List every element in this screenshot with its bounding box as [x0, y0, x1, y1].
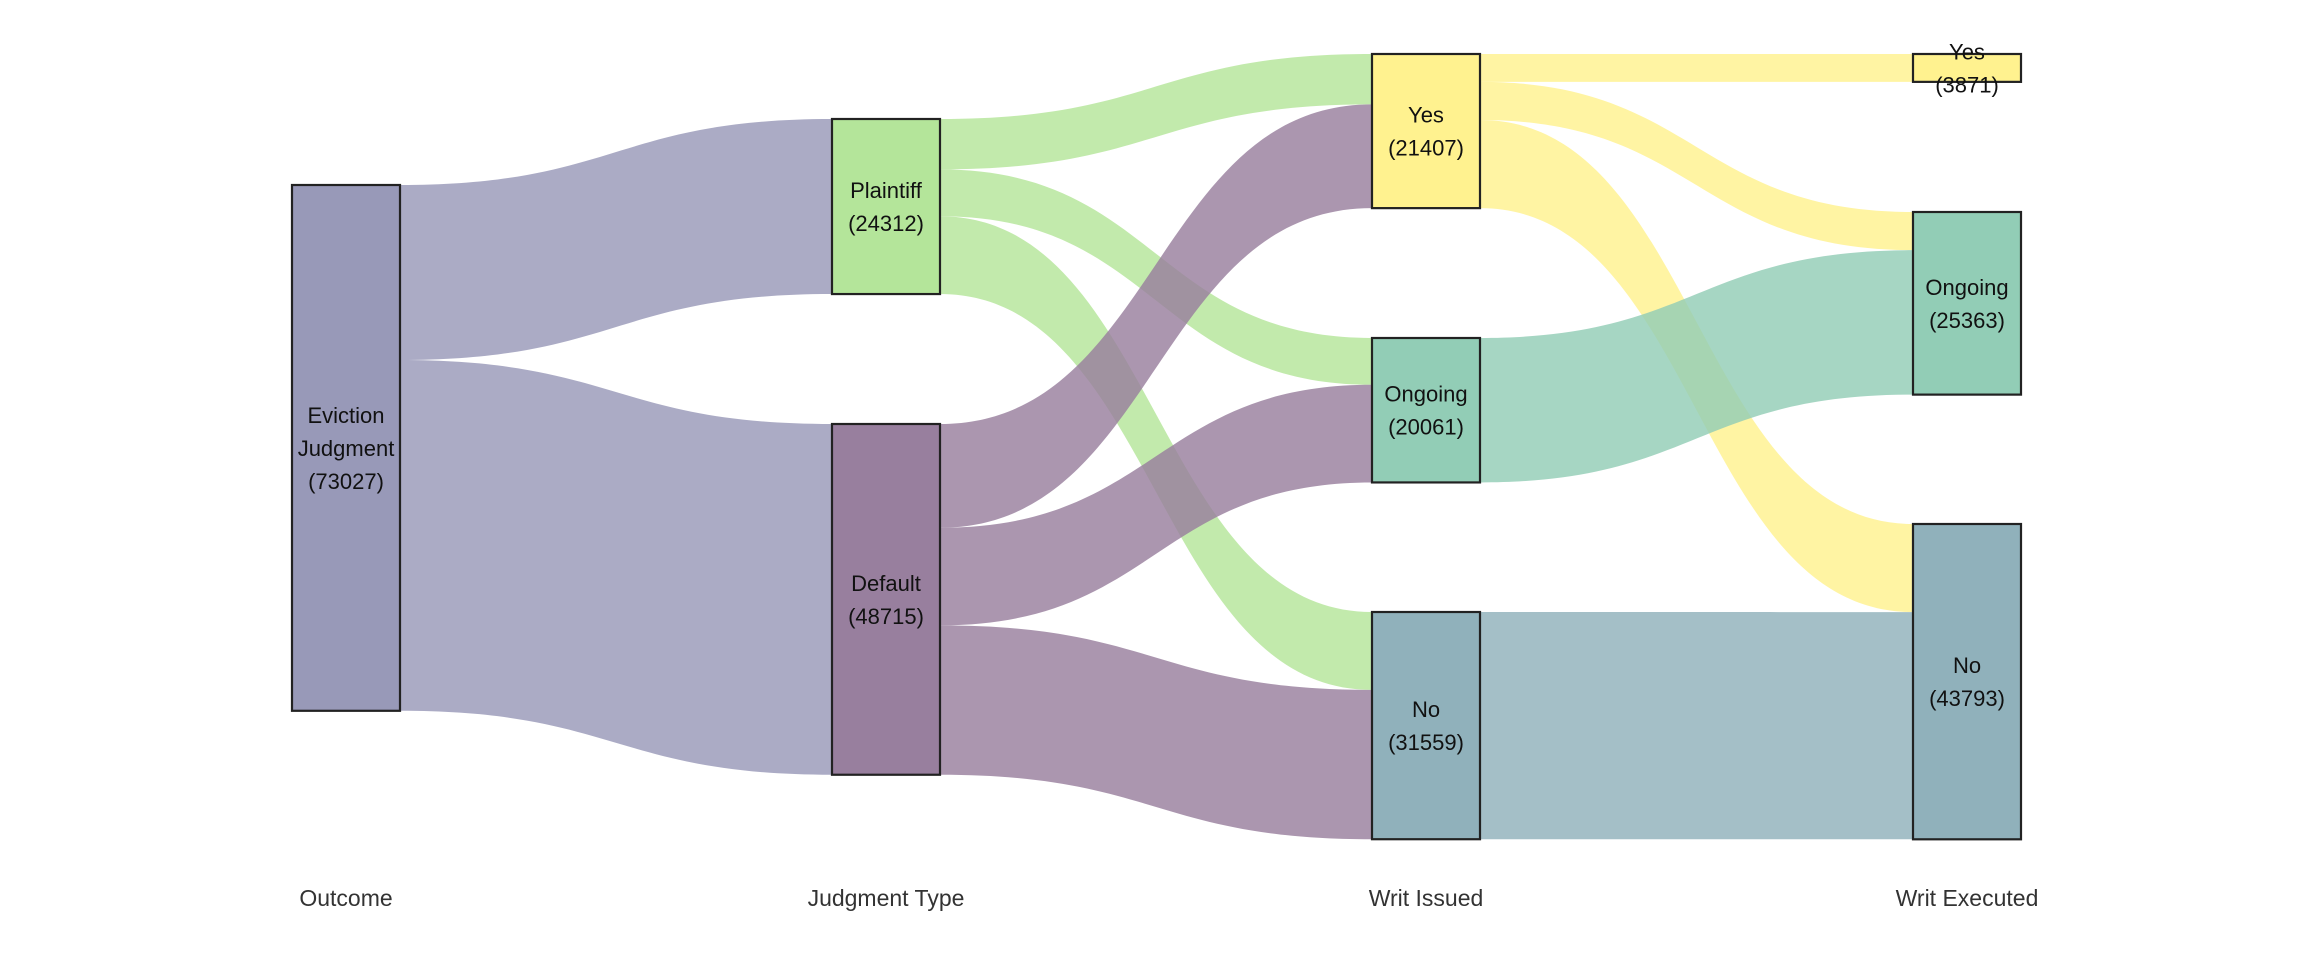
sankey-links	[400, 54, 1913, 840]
node-wi_no: No (31559)	[1370, 610, 1482, 841]
node-default-label-line-0: Default	[851, 571, 921, 596]
node-wi_yes-label-line-0: Yes	[1408, 103, 1444, 128]
link-plaintiff-to-wi_no	[940, 216, 1372, 690]
axis-label-1: Judgment Type	[808, 885, 965, 911]
node-default: Default (48715)	[830, 422, 942, 776]
node-we_no: No (43793)	[1911, 522, 2023, 841]
node-default-rect	[830, 422, 942, 776]
link-eviction-to-default	[400, 360, 832, 775]
axis-label-0: Outcome	[299, 885, 392, 911]
sankey-nodes: Eviction Judgment (73027) Plaintiff (24312) D…	[290, 39, 2023, 841]
node-we_yes: Yes (3871)	[1911, 39, 2023, 97]
node-we_ongoing-label-line-1: (25363)	[1929, 308, 2005, 333]
axis-labels: Outcome Judgment Type Writ Issued Writ Exec…	[299, 885, 2038, 911]
node-wi_ongoing: Ongoing (20061)	[1370, 336, 1482, 484]
node-we_yes-label-line-0: Yes	[1949, 39, 1985, 64]
link-wi_no-to-we_no	[1480, 612, 1913, 840]
node-plaintiff-label-line-1: (24312)	[848, 211, 924, 236]
node-default-label-line-1: (48715)	[848, 604, 924, 629]
node-we_no-rect	[1911, 522, 2023, 841]
node-eviction: Eviction Judgment (73027)	[290, 183, 402, 712]
axis-label-2: Writ Issued	[1369, 885, 1484, 911]
node-we_no-label-line-1: (43793)	[1929, 686, 2005, 711]
link-wi_ongoing-to-we_ongoing	[1480, 250, 1913, 483]
link-eviction-to-plaintiff	[400, 119, 832, 361]
node-we_yes-label-line-1: (3871)	[1935, 72, 1999, 97]
node-wi_yes-label-line-1: (21407)	[1388, 136, 1464, 161]
link-default-to-wi_ongoing	[940, 384, 1372, 626]
link-default-to-wi_no	[940, 625, 1372, 840]
node-plaintiff-rect	[830, 117, 942, 296]
node-eviction-label-line-0: Eviction	[307, 403, 384, 428]
node-plaintiff: Plaintiff (24312)	[830, 117, 942, 296]
node-wi_yes-rect	[1370, 52, 1482, 210]
node-eviction-label-line-2: (73027)	[308, 469, 384, 494]
node-eviction-label-line-1: Judgment	[298, 436, 395, 461]
node-we_ongoing-rect	[1911, 210, 2023, 396]
link-plaintiff-to-wi_yes	[940, 54, 1372, 170]
node-we_ongoing: Ongoing (25363)	[1911, 210, 2023, 396]
node-wi_ongoing-label-line-1: (20061)	[1388, 415, 1464, 440]
node-wi_ongoing-label-line-0: Ongoing	[1384, 382, 1467, 407]
link-wi_yes-to-we_ongoing	[1480, 81, 1913, 251]
link-wi_yes-to-we_yes	[1480, 54, 1913, 82]
node-wi_no-rect	[1370, 610, 1482, 841]
node-wi_no-label-line-1: (31559)	[1388, 730, 1464, 755]
node-eviction-rect	[290, 183, 402, 712]
node-wi_yes: Yes (21407)	[1370, 52, 1482, 210]
node-we_no-label-line-0: No	[1953, 653, 1981, 678]
axis-label-3: Writ Executed	[1896, 885, 2039, 911]
link-default-to-wi_yes	[940, 104, 1372, 528]
node-plaintiff-label-line-0: Plaintiff	[850, 178, 923, 203]
node-we_ongoing-label-line-0: Ongoing	[1925, 275, 2008, 300]
node-wi_no-label-line-0: No	[1412, 697, 1440, 722]
node-wi_ongoing-rect	[1370, 336, 1482, 484]
node-we_yes-rect	[1911, 52, 2023, 83]
